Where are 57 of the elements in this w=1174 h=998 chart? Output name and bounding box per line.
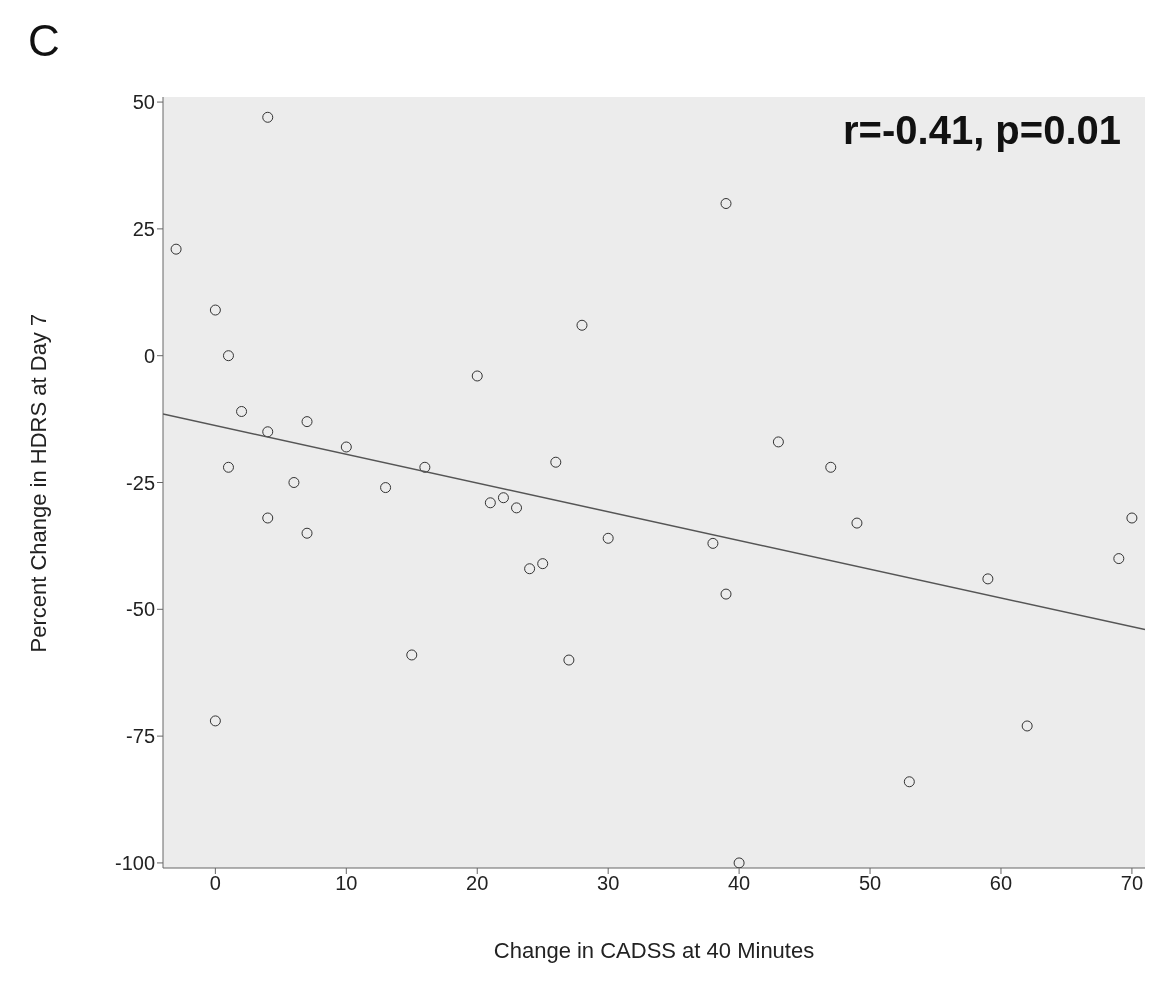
x-tick-label: 70 [1120, 872, 1144, 895]
point [484, 497, 496, 509]
x-tick-label: 30 [597, 872, 620, 895]
y-tick-label: 25 [132, 217, 155, 240]
point [209, 304, 221, 316]
point [222, 350, 234, 362]
point [982, 573, 994, 585]
point [288, 477, 300, 488]
point [537, 558, 549, 570]
y-tick-label: -50 [126, 598, 155, 621]
x-tick-label: 20 [466, 872, 489, 895]
x-tick-label: 40 [727, 872, 751, 895]
x-tick-label: 60 [989, 872, 1013, 895]
point [301, 527, 313, 539]
y-tick-label: -100 [114, 852, 155, 875]
point [236, 405, 248, 417]
point [340, 441, 352, 453]
point [825, 461, 837, 473]
point [720, 588, 732, 600]
y-tick-label: -25 [126, 471, 155, 494]
point [406, 649, 418, 661]
y-tick-label: 0 [143, 344, 155, 367]
x-tick-label: 0 [209, 872, 221, 895]
point [707, 537, 719, 549]
point [1126, 512, 1138, 524]
point [209, 715, 221, 727]
point [563, 654, 575, 666]
point [262, 512, 274, 524]
point [262, 426, 274, 438]
point [262, 111, 274, 123]
point [471, 370, 483, 382]
point [772, 436, 784, 448]
point [576, 319, 588, 331]
point [419, 461, 431, 473]
point [380, 482, 392, 494]
point [720, 198, 732, 210]
point [1021, 720, 1033, 732]
y-tick-label: -75 [126, 725, 155, 748]
x-tick-label: 10 [335, 872, 358, 895]
point [511, 502, 523, 514]
y-axis-title: Percent Change in HDRS at Day 7 [25, 313, 51, 653]
point [550, 456, 562, 468]
point [733, 857, 745, 868]
annotation: r=-0.41, p=0.01 [843, 108, 1121, 153]
point [602, 532, 614, 544]
point [170, 243, 182, 255]
point [222, 461, 234, 473]
text: C [28, 16, 60, 66]
point [1113, 553, 1125, 565]
x-tick-label: 50 [858, 872, 882, 895]
x-axis-title: Change in CADSS at 40 Minutes [493, 938, 815, 963]
point [903, 776, 915, 788]
point [301, 416, 313, 428]
y-tick-label: 50 [132, 91, 155, 114]
point [851, 517, 863, 529]
point [524, 563, 536, 575]
point [497, 492, 509, 504]
